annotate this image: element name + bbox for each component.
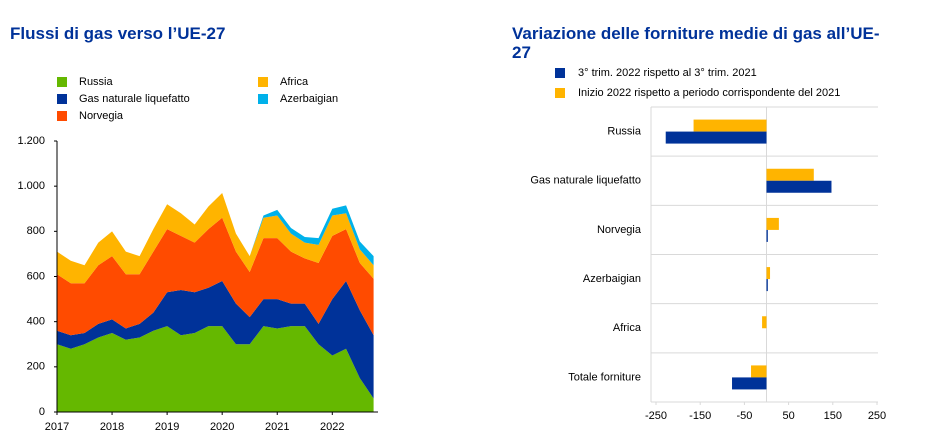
legend-label: Inizio 2022 rispetto a periodo corrispon… xyxy=(578,87,840,99)
bar xyxy=(766,267,771,280)
legend-swatch xyxy=(555,68,565,78)
x-tick-label: -250 xyxy=(645,410,667,422)
category-label: Gas naturale liquefatto xyxy=(530,175,641,187)
legend-swatch xyxy=(57,77,67,87)
x-tick-label: 50 xyxy=(782,410,794,422)
legend-label: Africa xyxy=(280,76,309,88)
x-tick-label: 2018 xyxy=(100,421,124,433)
x-tick-label: 2019 xyxy=(155,421,179,433)
area xyxy=(57,192,374,284)
y-tick-label: 1.200 xyxy=(17,135,45,147)
bar xyxy=(766,217,779,230)
legend-label: Norvegia xyxy=(79,110,124,122)
x-tick-label: 250 xyxy=(868,410,886,422)
chart-title: Variazione delle forniture medie di gas … xyxy=(512,24,880,62)
x-tick-label: 2021 xyxy=(265,421,289,433)
y-tick-label: 800 xyxy=(27,225,45,237)
category-label: Totale forniture xyxy=(568,371,641,383)
category-label: Norvegia xyxy=(597,224,642,236)
x-tick-label: 150 xyxy=(824,410,842,422)
chart-title: Flussi di gas verso l’UE-27 xyxy=(10,24,226,43)
legend-swatch xyxy=(57,94,67,104)
x-tick-label: 2022 xyxy=(320,421,344,433)
y-tick-label: 0 xyxy=(39,406,45,418)
bar xyxy=(665,131,767,144)
bar xyxy=(766,168,814,181)
bar xyxy=(693,119,767,132)
area xyxy=(57,281,374,399)
bar xyxy=(766,279,768,292)
x-tick-label: -50 xyxy=(736,410,752,422)
x-tick-label: -150 xyxy=(689,410,711,422)
bar xyxy=(766,180,832,193)
legend-label: 3° trim. 2022 rispetto al 3° trim. 2021 xyxy=(578,67,757,79)
legend-label: Gas naturale liquefatto xyxy=(79,93,190,105)
x-tick-label: 2017 xyxy=(45,421,69,433)
bar xyxy=(762,316,767,329)
y-tick-label: 1.000 xyxy=(17,180,45,192)
category-label: Russia xyxy=(607,125,642,137)
y-tick-label: 600 xyxy=(27,270,45,282)
legend-label: Russia xyxy=(79,76,114,88)
y-tick-label: 200 xyxy=(27,361,45,373)
bar xyxy=(766,229,768,242)
y-tick-label: 400 xyxy=(27,316,45,328)
legend-swatch xyxy=(57,111,67,121)
category-label: Africa xyxy=(613,322,642,334)
area xyxy=(57,326,374,412)
legend-swatch xyxy=(258,77,268,87)
legend-label: Azerbaigian xyxy=(280,93,338,105)
bar xyxy=(751,365,767,378)
bar xyxy=(732,377,767,390)
legend-swatch xyxy=(258,94,268,104)
area xyxy=(57,217,374,336)
category-label: Azerbaigian xyxy=(583,273,641,285)
legend-swatch xyxy=(555,88,565,98)
x-tick-label: 2020 xyxy=(210,421,234,433)
